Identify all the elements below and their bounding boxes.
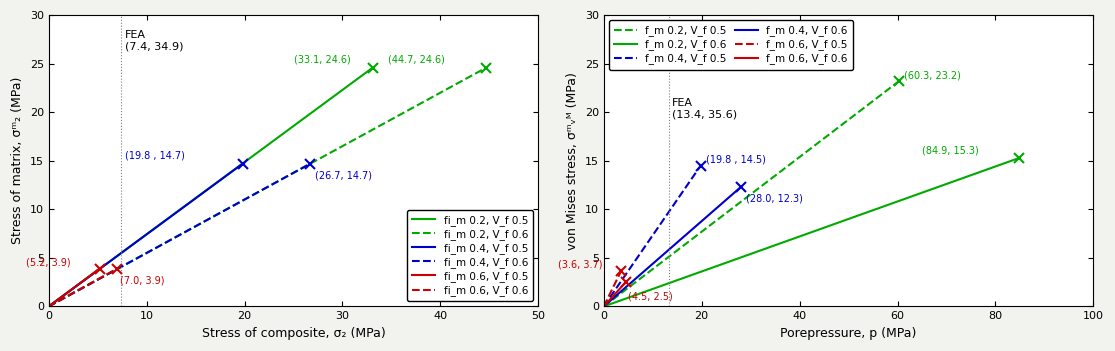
Text: (3.6, 3.7): (3.6, 3.7) xyxy=(558,260,602,270)
Legend: fi_m 0.2, V_f 0.5, fi_m 0.2, V_f 0.6, fi_m 0.4, V_f 0.5, fi_m 0.4, V_f 0.6, fi_m: fi_m 0.2, V_f 0.5, fi_m 0.2, V_f 0.6, fi… xyxy=(407,210,533,301)
Text: (5.2, 3.9): (5.2, 3.9) xyxy=(26,258,70,268)
Text: (33.1, 24.6): (33.1, 24.6) xyxy=(294,55,351,65)
Text: (4.5, 2.5): (4.5, 2.5) xyxy=(628,292,673,302)
Text: FEA
(7.4, 34.9): FEA (7.4, 34.9) xyxy=(125,30,184,51)
Y-axis label: von Mises stress, σᵐᵥᴹ (MPa): von Mises stress, σᵐᵥᴹ (MPa) xyxy=(566,72,579,250)
Text: FEA
(13.4, 35.6): FEA (13.4, 35.6) xyxy=(672,98,737,119)
X-axis label: Stress of composite, σ₂ (MPa): Stress of composite, σ₂ (MPa) xyxy=(202,327,386,340)
Text: (60.3, 23.2): (60.3, 23.2) xyxy=(904,70,961,80)
Y-axis label: Stress of matrix, σᵐ₂ (MPa): Stress of matrix, σᵐ₂ (MPa) xyxy=(11,77,25,245)
Text: (28.0, 12.3): (28.0, 12.3) xyxy=(746,194,803,204)
Text: (19.8 , 14.7): (19.8 , 14.7) xyxy=(125,151,185,161)
Text: (84.9, 15.3): (84.9, 15.3) xyxy=(921,145,978,155)
X-axis label: Porepressure, p (MPa): Porepressure, p (MPa) xyxy=(780,327,917,340)
Text: (7.0, 3.9): (7.0, 3.9) xyxy=(120,275,165,285)
Text: (44.7, 24.6): (44.7, 24.6) xyxy=(388,55,445,65)
Text: (19.8 , 14.5): (19.8 , 14.5) xyxy=(706,155,765,165)
Legend: f_m 0.2, V_f 0.5, f_m 0.2, V_f 0.6, f_m 0.4, V_f 0.5, f_m 0.4, V_f 0.6, f_m 0.6,: f_m 0.2, V_f 0.5, f_m 0.2, V_f 0.6, f_m … xyxy=(609,20,853,70)
Text: (26.7, 14.7): (26.7, 14.7) xyxy=(316,170,372,180)
